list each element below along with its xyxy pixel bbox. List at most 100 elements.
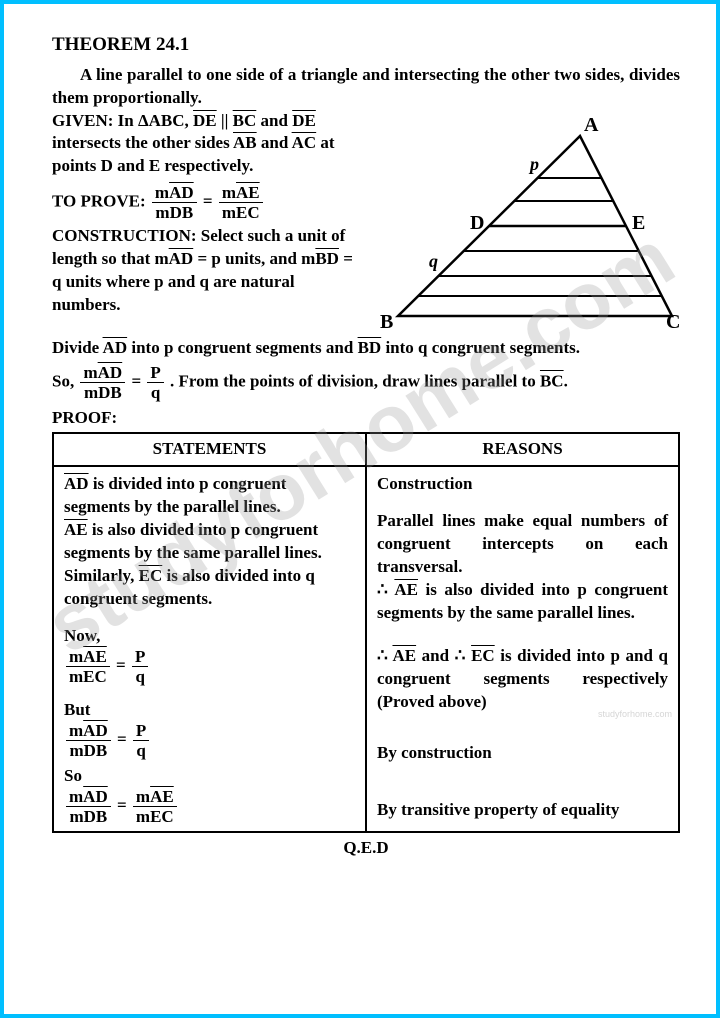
theorem-title: THEOREM 24.1 — [52, 32, 680, 58]
svg-text:D: D — [470, 212, 484, 234]
text: Parallel lines make equal numbers of con… — [377, 511, 668, 576]
text: m — [84, 383, 98, 402]
seg: DB — [84, 741, 108, 760]
statements-header: STATEMENTS — [53, 433, 366, 466]
text: q — [132, 667, 148, 685]
svg-text:A: A — [584, 116, 599, 136]
text: Similarly, — [64, 566, 139, 585]
text: Divide — [52, 338, 103, 357]
equals: = — [131, 372, 145, 391]
fraction: mADmDB — [152, 184, 197, 221]
seg: DB — [170, 203, 194, 222]
svg-text:B: B — [380, 311, 393, 331]
svg-text:p: p — [528, 154, 539, 174]
seg: AE — [150, 787, 174, 806]
text: || — [217, 111, 233, 130]
seg: AE — [83, 647, 107, 666]
text: m — [155, 203, 169, 222]
to-prove-label: TO PROVE: — [52, 192, 146, 211]
seg: AD — [83, 787, 108, 806]
text: ∴ — [377, 580, 394, 599]
text: m — [155, 183, 169, 202]
text: is divided into p congruent segments by … — [64, 474, 286, 516]
seg: AD — [169, 183, 194, 202]
text: . — [564, 372, 568, 391]
svg-text:E: E — [632, 212, 645, 234]
given-label: GIVEN: — [52, 111, 113, 130]
text: intersects the other sides — [52, 133, 233, 152]
text: Now, — [64, 626, 100, 645]
seg: AD — [64, 474, 89, 493]
seg: AE — [394, 580, 418, 599]
text: So — [64, 766, 82, 785]
text: m — [69, 647, 83, 666]
equals: = — [203, 192, 217, 211]
text: q — [133, 741, 149, 759]
text: is also divided into p congruent segment… — [377, 580, 668, 622]
proof-label: PROOF: — [52, 407, 680, 430]
text: is also divided into p congruent segment… — [64, 520, 322, 562]
text: m — [83, 363, 97, 382]
seg: BC — [540, 372, 564, 391]
text: m — [222, 183, 236, 202]
text: In ΔABC, — [113, 111, 193, 130]
text: m — [69, 741, 83, 760]
seg-de2: DE — [292, 111, 316, 130]
reason-cell: Construction Parallel lines make equal n… — [366, 466, 679, 830]
text: m — [222, 203, 236, 222]
text: m — [136, 807, 150, 826]
so-block: So, mADmDB = Pq . From the points of div… — [52, 364, 680, 401]
text: into p congruent segments and — [127, 338, 357, 357]
text: ∴ — [377, 646, 392, 665]
qed: Q.E.D — [52, 837, 680, 860]
tiny-watermark: studyforhome.com — [598, 708, 672, 720]
seg: EC — [471, 646, 495, 665]
text: Construction — [377, 474, 472, 493]
triangle-diagram: A B C D E p q — [370, 110, 680, 338]
fraction: mAEmEC — [133, 788, 177, 825]
equals: = — [116, 655, 130, 674]
fraction: mADmDB — [66, 788, 111, 825]
seg: BD — [358, 338, 382, 357]
text: m — [69, 721, 83, 740]
fraction: Pq — [132, 648, 148, 685]
text: and — [257, 133, 292, 152]
text: into q congruent segments. — [381, 338, 580, 357]
construction-block: CONSTRUCTION: Select such a unit of leng… — [52, 225, 360, 317]
fraction: Pq — [133, 722, 149, 759]
text: . From the points of division, draw line… — [170, 372, 540, 391]
text: By transitive property of equality — [377, 800, 619, 819]
text: P — [132, 648, 148, 667]
theorem-statement: A line parallel to one side of a triangl… — [52, 64, 680, 110]
seg: EC — [139, 566, 163, 585]
text: q — [147, 383, 163, 401]
seg-ac: AC — [292, 133, 317, 152]
svg-text:C: C — [666, 311, 680, 331]
seg: EC — [150, 807, 174, 826]
divide-block: Divide AD into p congruent segments and … — [52, 337, 680, 360]
fraction: mADmDB — [66, 722, 111, 759]
seg: AE — [236, 183, 260, 202]
seg: BD — [315, 249, 339, 268]
text: m — [69, 807, 83, 826]
to-prove-block: TO PROVE: mADmDB = mAEmEC — [52, 184, 360, 221]
equals: = — [117, 795, 131, 814]
fraction: mAEmEC — [219, 184, 263, 221]
proof-table: STATEMENTS REASONS AD is divided into p … — [52, 432, 680, 832]
given-block: GIVEN: In ΔABC, DE || BC and DE intersec… — [52, 110, 360, 179]
fraction: mAEmEC — [66, 648, 110, 685]
text: m — [69, 787, 83, 806]
seg-ab: AB — [233, 133, 257, 152]
seg: EC — [236, 203, 260, 222]
text: But — [64, 700, 90, 719]
seg: DB — [98, 383, 122, 402]
text: P — [133, 722, 149, 741]
text: and ∴ — [416, 646, 471, 665]
seg: AD — [169, 249, 194, 268]
fraction: Pq — [147, 364, 163, 401]
svg-text:q: q — [429, 251, 438, 271]
seg-bc: BC — [233, 111, 257, 130]
seg: EC — [83, 667, 107, 686]
text: m — [136, 787, 150, 806]
seg: AD — [98, 363, 123, 382]
